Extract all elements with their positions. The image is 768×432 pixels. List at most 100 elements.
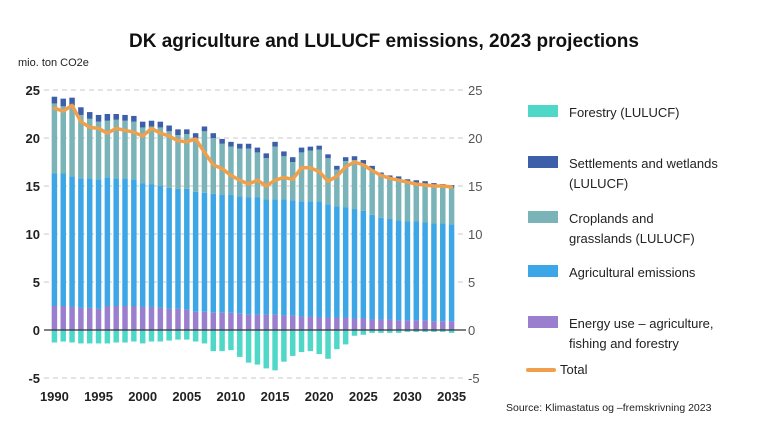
legend-swatch-agricultural [528, 265, 558, 277]
bar-segment [378, 175, 384, 218]
bar-segment [316, 201, 322, 318]
bar-segment [139, 306, 146, 330]
x-tick-label: 2015 [261, 389, 290, 404]
bar-segment [422, 184, 428, 223]
bar-segment [342, 207, 349, 318]
bar-segment [95, 308, 102, 330]
legend-swatch-total [526, 368, 556, 372]
bar-segment [51, 173, 58, 306]
bar-segment [342, 161, 349, 208]
bar-segment [387, 178, 393, 219]
bar-segment [245, 197, 252, 315]
bar-segment [237, 148, 243, 197]
bar-segment [334, 206, 340, 318]
bar-segment [228, 312, 234, 330]
legend-label-agricultural: Agricultural emissions [569, 265, 696, 280]
y-tick-label: 0 [33, 323, 40, 338]
bar-segment [69, 176, 75, 307]
bar-segment [69, 306, 75, 330]
bar-segment-forestry [86, 330, 93, 344]
bar-segment [60, 173, 66, 306]
bar-segment [131, 115, 137, 122]
bar-segment [378, 217, 384, 320]
bar-segment [413, 221, 420, 321]
bar-segment [237, 313, 243, 330]
bar-segment [422, 320, 428, 330]
bar-segment-forestry [272, 330, 278, 371]
x-tick-label: 1990 [40, 389, 69, 404]
bar-segment [351, 318, 358, 330]
bar-segment [316, 317, 322, 330]
bar-segment [104, 177, 111, 306]
bar-segment [342, 317, 349, 330]
bar-segment [60, 98, 66, 107]
y2-tick-label: -5 [468, 371, 480, 386]
y2-tick-label: 0 [468, 323, 475, 338]
bar-segment [272, 141, 278, 147]
bar-segment [175, 188, 181, 309]
bar-segment [148, 120, 155, 127]
bar-segment [192, 191, 199, 312]
bar-segment [78, 178, 84, 308]
y2-tick-label: 20 [468, 131, 482, 146]
chart-title: DK agriculture and LULUCF emissions, 202… [129, 31, 639, 52]
bar-segment [334, 165, 340, 170]
legend-label-forestry: Forestry (LULUCF) [569, 105, 680, 120]
bar-segment [113, 119, 119, 179]
bar-segment [422, 181, 428, 185]
bar-segment-forestry [378, 330, 384, 333]
bar-segment-forestry [334, 330, 340, 350]
bar-segment [201, 192, 208, 312]
bar-segment [201, 126, 208, 132]
legend-label-croplands: Croplands and grasslands (LULUCF) [569, 211, 695, 246]
bar-segment [298, 147, 305, 153]
y-tick-label: 10 [26, 227, 40, 242]
bar-segment [228, 141, 234, 147]
bar-segment [86, 178, 93, 308]
y-tick-label: 15 [26, 179, 40, 194]
bar-segment [78, 114, 84, 179]
bar-segment [166, 187, 172, 309]
bar-segment [166, 125, 172, 132]
bar-segment [272, 314, 278, 330]
bar-segment [157, 127, 164, 186]
x-tick-label: 2000 [128, 389, 157, 404]
bar-segment [360, 163, 367, 211]
bar-segment [104, 120, 111, 178]
x-tick-label: 2030 [393, 389, 422, 404]
bar-segment [387, 319, 393, 330]
x-tick-label: 2035 [437, 389, 466, 404]
bar-segment-forestry [201, 330, 208, 344]
bar-segment [431, 321, 437, 330]
bar-segment [175, 308, 181, 330]
y2-tick-label: 15 [468, 179, 482, 194]
bar-segment-forestry [131, 330, 137, 342]
legend-label-total: Total [560, 362, 588, 377]
bar-segment [148, 126, 155, 185]
bar-segment [351, 160, 358, 210]
bar-segment [95, 121, 102, 180]
bar-segment [113, 178, 119, 306]
bar-segment [184, 188, 190, 310]
bar-segment-forestry [448, 330, 455, 333]
bar-segment [298, 201, 305, 317]
bar-segment [122, 178, 128, 306]
bar-segment [139, 127, 146, 184]
bar-segment [254, 314, 261, 330]
bar-segment [60, 106, 66, 174]
bar-segment [281, 199, 287, 316]
bar-segment [307, 201, 314, 317]
bar-segment [139, 121, 146, 128]
bar-segment [228, 146, 234, 195]
bar-segment [448, 321, 455, 330]
bar-segment [351, 156, 358, 161]
bar-segment [210, 312, 217, 330]
legend-item-croplands: Croplands and grasslands (LULUCF) [528, 209, 719, 249]
bar-segment-forestry [104, 330, 111, 344]
bar-segment [245, 314, 252, 330]
bar-segment [289, 200, 296, 316]
bar-segment-forestry [263, 330, 269, 369]
bar-segment [78, 107, 84, 115]
bar-segment [245, 148, 252, 198]
x-tick-label: 2025 [349, 389, 378, 404]
